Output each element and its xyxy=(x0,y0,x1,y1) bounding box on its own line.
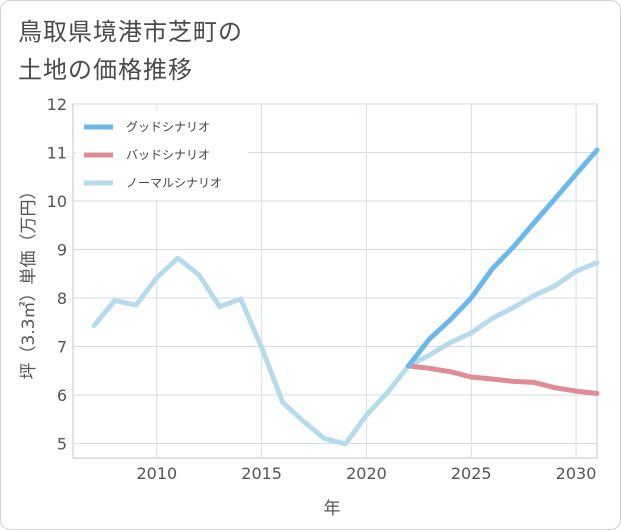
y-tick-labels: 5 6 7 8 9 10 11 12 xyxy=(47,95,67,453)
chart-title-line-1: 鳥取県境港市芝町の xyxy=(18,18,243,46)
y-tick-label: 12 xyxy=(47,95,67,114)
series-line-normal xyxy=(91,255,600,447)
series-line-bad xyxy=(405,363,600,396)
chart-title-line-2: 土地の価格推移 xyxy=(18,56,193,84)
legend-label: グッドシナリオ xyxy=(126,120,210,134)
y-tick-label: 9 xyxy=(57,240,67,259)
x-tick-label: 2020 xyxy=(346,464,387,483)
y-tick-label: 11 xyxy=(47,143,67,162)
series-line-good xyxy=(405,147,600,369)
y-tick-label: 8 xyxy=(57,289,67,308)
y-tick-label: 5 xyxy=(57,434,67,453)
x-axis-label: 年 xyxy=(324,499,341,519)
x-tick-label: 2010 xyxy=(136,464,177,483)
y-axis-label: 坪（3.3㎡）単価（万円） xyxy=(19,182,39,379)
x-tick-label: 2025 xyxy=(451,464,492,483)
x-tick-label: 2015 xyxy=(241,464,282,483)
series-lines xyxy=(91,147,600,447)
legend-label: ノーマルシナリオ xyxy=(126,176,222,190)
legend-label: バッドシナリオ xyxy=(126,148,210,162)
y-tick-label: 7 xyxy=(57,337,67,356)
y-tick-label: 10 xyxy=(47,192,67,211)
chart-title: 鳥取県境港市芝町の 土地の価格推移 xyxy=(18,13,243,89)
x-tick-labels: 2010 2015 2020 2025 2030 xyxy=(136,464,596,483)
x-tick-label: 2030 xyxy=(556,464,597,483)
y-tick-label: 6 xyxy=(57,386,67,405)
